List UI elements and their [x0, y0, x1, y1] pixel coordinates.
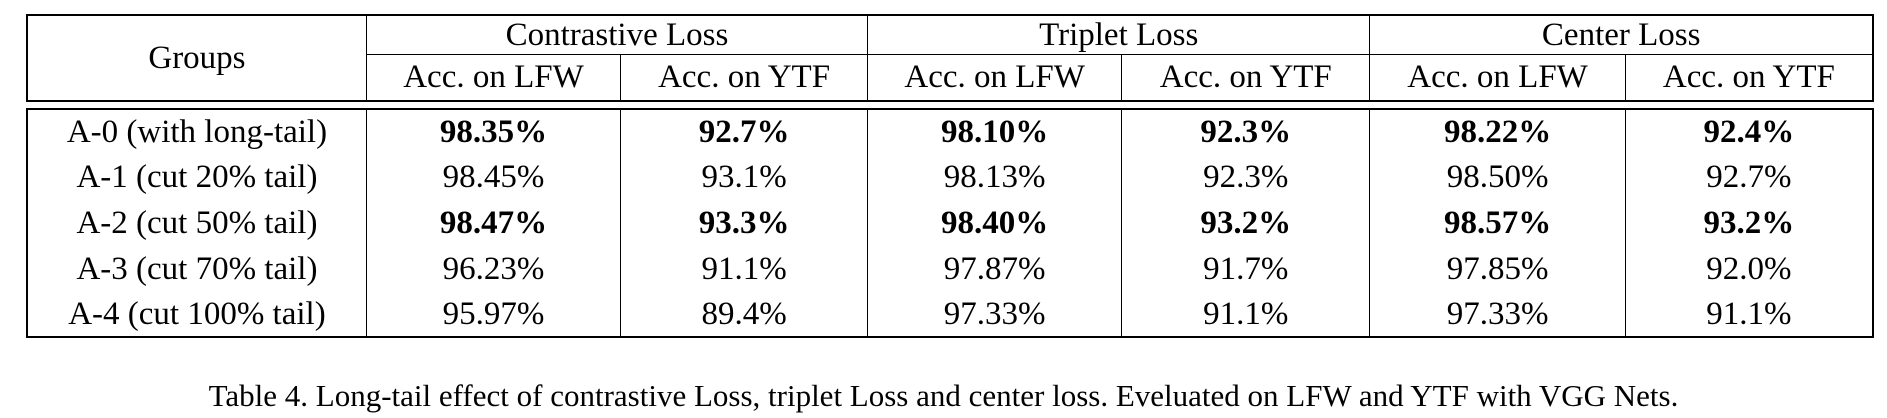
sub-header-contrastive-lfw: Acc. on LFW — [366, 55, 622, 102]
value-cell: 98.10% — [868, 108, 1123, 154]
sub-header-center-lfw: Acc. on LFW — [1370, 55, 1626, 102]
value-cell: 91.7% — [1122, 246, 1371, 292]
center-loss-header: Center Loss — [1370, 14, 1874, 55]
sub-header-triplet-lfw: Acc. on LFW — [868, 55, 1123, 102]
value-cell: 91.1% — [1625, 292, 1874, 338]
value-cell: 92.7% — [1626, 154, 1874, 200]
value-cell: 98.22% — [1370, 108, 1626, 154]
table-body: A-0 (with long-tail) 98.35% 92.7% 98.10% 92.… — [26, 108, 1874, 338]
contrastive-loss-header: Contrastive Loss — [366, 14, 869, 55]
value-cell: 98.47% — [367, 200, 622, 246]
value-cell: 98.35% — [366, 108, 622, 154]
value-cell: 91.1% — [1122, 292, 1371, 338]
triplet-loss-header: Triplet Loss — [868, 14, 1371, 55]
sub-header-center-ytf: Acc. on YTF — [1625, 55, 1874, 102]
group-cell: A-3 (cut 70% tail) — [26, 246, 367, 292]
value-cell: 97.87% — [868, 246, 1123, 292]
value-cell: 92.3% — [1122, 154, 1371, 200]
value-cell: 95.97% — [366, 292, 622, 338]
value-cell: 98.50% — [1370, 154, 1626, 200]
value-cell: 97.33% — [1370, 292, 1626, 338]
value-cell: 92.7% — [621, 108, 869, 154]
sub-header-contrastive-ytf: Acc. on YTF — [621, 55, 869, 102]
value-cell: 89.4% — [621, 292, 869, 338]
value-cell: 93.2% — [1626, 200, 1874, 246]
header-row-groups: Groups Contrastive Loss Triplet Loss Cen… — [26, 14, 1874, 102]
value-cell: 97.33% — [868, 292, 1123, 338]
table-row: A-3 (cut 70% tail) 96.23% 91.1% 97.87% 91.7%… — [26, 246, 1874, 292]
group-cell: A-2 (cut 50% tail) — [26, 200, 367, 246]
value-cell: 93.1% — [621, 154, 869, 200]
groups-header: Groups — [26, 14, 367, 102]
table-caption: Table 4. Long-tail effect of contrastive… — [208, 378, 1679, 413]
value-cell: 93.2% — [1122, 200, 1371, 246]
table-row: A-1 (cut 20% tail) 98.45% 93.1% 98.13% 92.3%… — [26, 154, 1874, 200]
table-row: A-0 (with long-tail) 98.35% 92.7% 98.10% 92.… — [26, 108, 1874, 154]
value-cell: 98.57% — [1370, 200, 1626, 246]
header-row-metrics: Acc. on LFW Acc. on YTF Acc. on LFW Acc.… — [26, 55, 1874, 102]
value-cell: 92.0% — [1626, 246, 1874, 292]
table-row: A-2 (cut 50% tail) 98.47% 93.3% 98.40% 93.2%… — [26, 200, 1874, 246]
value-cell: 92.4% — [1625, 108, 1874, 154]
group-cell: A-4 (cut 100% tail) — [26, 292, 367, 338]
value-cell: 91.1% — [621, 246, 869, 292]
value-cell: 93.3% — [621, 200, 869, 246]
sub-header-triplet-ytf: Acc. on YTF — [1122, 55, 1371, 102]
table-row: A-4 (cut 100% tail) 95.97% 89.4% 97.33% 91.1… — [26, 292, 1874, 338]
value-cell: 92.3% — [1122, 108, 1371, 154]
results-table: Groups Contrastive Loss Triplet Loss Cen… — [26, 14, 1874, 338]
value-cell: 96.23% — [367, 246, 622, 292]
value-cell: 98.40% — [868, 200, 1123, 246]
group-cell: A-0 (with long-tail) — [26, 108, 367, 154]
value-cell: 98.13% — [868, 154, 1123, 200]
value-cell: 97.85% — [1370, 246, 1626, 292]
value-cell: 98.45% — [367, 154, 622, 200]
group-cell: A-1 (cut 20% tail) — [26, 154, 367, 200]
